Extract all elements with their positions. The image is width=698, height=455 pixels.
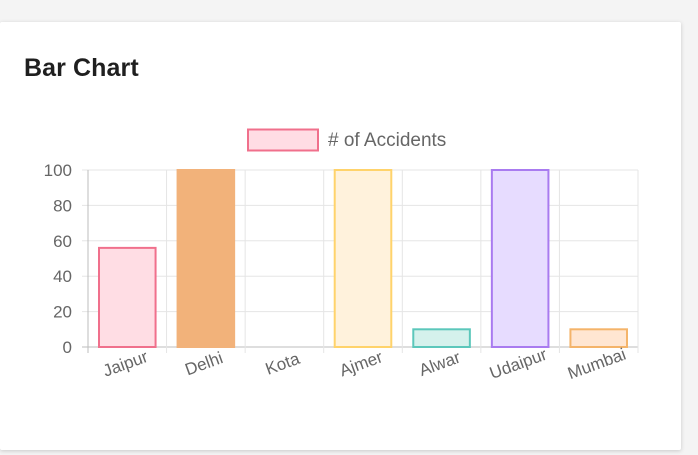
x-tick-label: Delhi (183, 348, 226, 379)
bar-chart: 0 20 40 60 80 100 Jaipur Delhi Kota Ajmer Alwar Uda… (44, 128, 639, 384)
x-tick-label: Ajmer (337, 347, 386, 380)
bar-ajmer (333, 169, 393, 348)
bar-mumbai (569, 328, 629, 348)
legend-label[interactable]: # of Accidents (328, 130, 446, 151)
bar-udaipur (490, 169, 550, 348)
x-tick-label: Alwar (416, 348, 463, 381)
x-tick-label: Kota (263, 349, 303, 379)
y-tick-label: 100 (44, 161, 72, 180)
legend-swatch[interactable] (247, 128, 319, 152)
y-tick-label: 80 (53, 196, 72, 215)
bar-jaipur (98, 246, 157, 349)
bar-delhi (176, 169, 236, 348)
y-tick-label: 40 (53, 267, 72, 286)
card-title: Bar Chart (24, 54, 139, 82)
x-tick-label: Mumbai (565, 345, 628, 384)
y-tick-label: 0 (63, 338, 72, 357)
x-tick-label: Jaipur (100, 347, 150, 381)
chart-card: Bar Chart 0 20 40 60 80 100 Jaipur Delhi Kota Ajm… (0, 22, 681, 450)
y-tick-label: 60 (53, 232, 72, 251)
y-tick-label: 20 (53, 303, 72, 322)
x-tick-label: Udaipur (487, 345, 550, 383)
bar-alwar (412, 328, 471, 348)
